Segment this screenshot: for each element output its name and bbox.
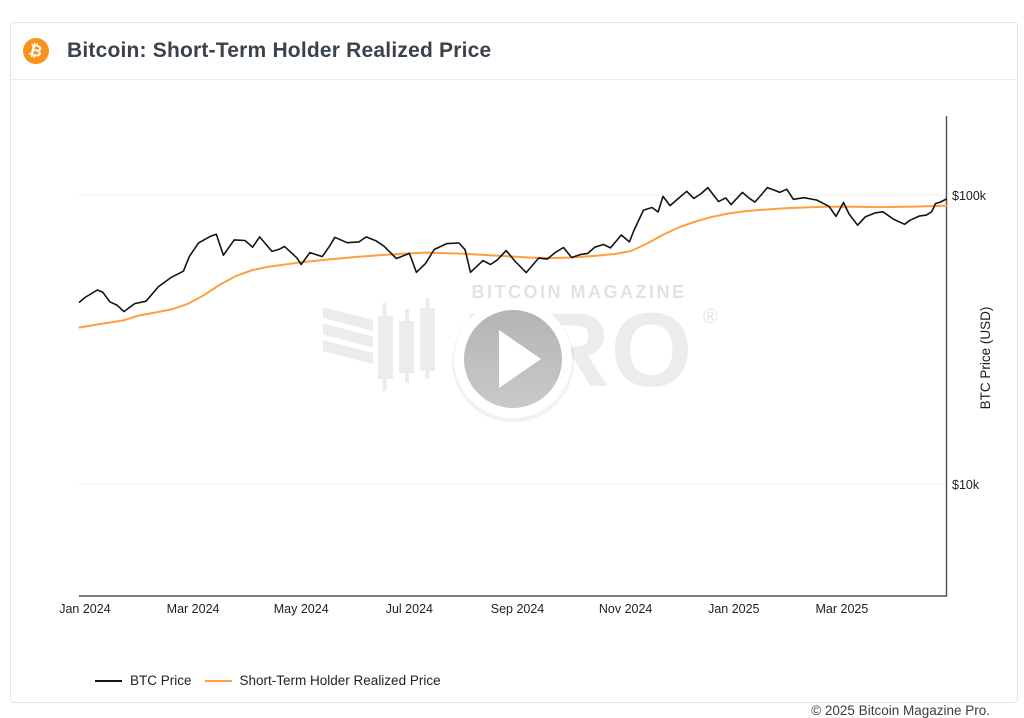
y-axis-title: BTC Price (USD) bbox=[978, 307, 993, 410]
gridlines bbox=[79, 194, 947, 485]
watermark-brand-text: BITCOIN MAGAZINE bbox=[472, 282, 687, 302]
x-tick-label: Mar 2025 bbox=[816, 602, 869, 616]
x-tick-label: Sep 2024 bbox=[491, 602, 545, 616]
bitcoin-icon: ₿ bbox=[23, 38, 49, 64]
chart-card: ₿ Bitcoin: Short-Term Holder Realized Pr… bbox=[10, 22, 1018, 718]
legend-label: BTC Price bbox=[130, 673, 192, 688]
x-axis-tick-labels: Jan 2024 Mar 2024 May 2024 Jul 2024 Sep 2024… bbox=[59, 602, 868, 616]
btc-price-swatch bbox=[95, 679, 122, 682]
x-tick-label: Jul 2024 bbox=[386, 602, 433, 616]
play-button[interactable] bbox=[452, 300, 574, 423]
sth-realized-price-swatch bbox=[204, 679, 232, 682]
bitcoin-glyph: ₿ bbox=[27, 39, 45, 62]
bitcoin-magazine-logo-icon bbox=[323, 298, 435, 391]
x-tick-label: Jan 2025 bbox=[708, 602, 759, 616]
y-tick-label: $10k bbox=[952, 478, 980, 492]
x-tick-label: Nov 2024 bbox=[599, 602, 653, 616]
axes bbox=[79, 116, 948, 597]
legend-label: Short-Term Holder Realized Price bbox=[239, 673, 441, 688]
x-tick-label: Jan 2024 bbox=[59, 602, 110, 616]
chart-area: BITCOIN MAGAZINE PRO ® Jan 2024 Mar 2024 M… bbox=[11, 81, 1017, 641]
legend-item-btc-price[interactable]: BTC Price bbox=[95, 673, 192, 688]
play-icon bbox=[499, 330, 541, 388]
btc-price-line bbox=[78, 186, 948, 313]
legend-item-sth-realized-price[interactable]: Short-Term Holder Realized Price bbox=[204, 673, 441, 688]
x-tick-label: May 2024 bbox=[274, 602, 329, 616]
chart-legend: BTC Price Short-Term Holder Realized Pri… bbox=[95, 673, 441, 688]
y-axis-tick-labels: $100k $10k bbox=[952, 189, 987, 492]
page-title: Bitcoin: Short-Term Holder Realized Pric… bbox=[67, 39, 492, 62]
y-tick-label: $100k bbox=[952, 189, 987, 203]
card-header: ₿ Bitcoin: Short-Term Holder Realized Pr… bbox=[11, 23, 1017, 80]
price-chart-svg: BITCOIN MAGAZINE PRO ® Jan 2024 Mar 2024 M… bbox=[59, 116, 993, 616]
x-tick-label: Mar 2024 bbox=[167, 602, 220, 616]
registered-trademark-icon: ® bbox=[703, 306, 718, 328]
